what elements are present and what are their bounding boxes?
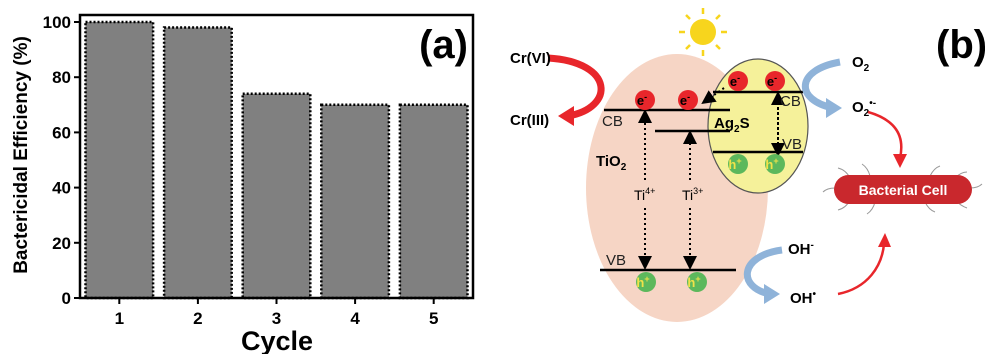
bar-cycle-5 <box>398 103 469 300</box>
bar-cycle-2 <box>162 26 233 300</box>
svg-text:h+: h+ <box>687 274 700 290</box>
x-tick-label: 3 <box>272 309 281 328</box>
o2-label: O2 <box>852 54 870 74</box>
o2-reduction-arrow <box>801 58 841 112</box>
cr-reduction-arrowhead <box>558 106 574 126</box>
y-axis-ticks: 0 20 40 60 80 100 <box>43 13 80 308</box>
superoxide-label: O2•- <box>852 98 876 119</box>
superoxide-attack-arrow <box>867 110 903 159</box>
ag2s-label: Ag2S <box>714 115 750 135</box>
svg-text:e-: e- <box>730 73 740 89</box>
svg-text:Bacterial Cell: Bacterial Cell <box>859 182 948 198</box>
panel-label-a: (a) <box>419 23 468 67</box>
ti4-label: Ti4+ <box>634 186 655 203</box>
sun-icon <box>679 8 727 56</box>
photocatalysis-mechanism-diagram: e- e- e- e- h+ h+ h+ h+ CB VB CB VB TiO2… <box>510 8 985 322</box>
bars-group <box>84 20 469 300</box>
hole-icon: h+ <box>687 272 707 292</box>
cr-vi-label: Cr(VI) <box>510 50 551 67</box>
y-axis-label: Bactericidal Efficiency (%) <box>11 36 32 274</box>
hole-icon: h+ <box>765 154 785 174</box>
bar-cycle-1 <box>84 20 155 300</box>
y-tick-label: 100 <box>43 13 71 32</box>
bar-cycle-3 <box>241 92 312 300</box>
svg-text:e-: e- <box>767 73 777 89</box>
o2-reduction-arrowhead <box>826 98 842 118</box>
hole-icon: h+ <box>728 154 748 174</box>
cr-reduction-arrow <box>547 54 605 120</box>
superoxide-attack-arrowhead <box>893 154 907 168</box>
tio2-cb-label: CB <box>602 113 623 130</box>
y-tick-label: 80 <box>52 68 71 87</box>
panel-label-b: (b) <box>936 23 985 67</box>
oh-oxidation-arrowhead <box>764 284 780 304</box>
hydroxide-label: OH- <box>788 240 814 258</box>
bacterial-cell-icon: Bacterial Cell <box>822 163 983 215</box>
ti3-label: Ti3+ <box>682 186 703 203</box>
y-tick-label: 0 <box>62 289 71 308</box>
x-axis-ticks: 1 2 3 4 5 <box>115 298 438 328</box>
ag2s-cb-label: CB <box>780 93 801 110</box>
bar-cycle-4 <box>320 103 391 300</box>
hole-icon: h+ <box>636 272 656 292</box>
x-tick-label: 2 <box>193 309 202 328</box>
tio2-vb-label: VB <box>606 252 626 269</box>
electron-icon: e- <box>678 90 698 110</box>
y-tick-label: 60 <box>52 123 71 142</box>
bactericidal-efficiency-chart: 0 20 40 60 80 100 1 2 3 4 5 (a) Cycle Bactericida… <box>11 13 475 354</box>
electron-icon: e- <box>635 90 655 110</box>
x-tick-label: 1 <box>115 309 124 328</box>
y-tick-label: 20 <box>52 234 71 253</box>
ag2s-vb-label: VB <box>782 136 802 153</box>
hydroxyl-attack-arrow <box>837 243 886 296</box>
x-axis-label: Cycle <box>241 326 313 354</box>
electron-icon: e- <box>765 71 785 91</box>
svg-text:e-: e- <box>680 92 690 108</box>
oh-oxidation-arrow <box>743 246 783 298</box>
tio2-label: TiO2 <box>596 153 627 173</box>
y-tick-label: 40 <box>52 179 71 198</box>
plot-frame <box>78 13 475 300</box>
electron-icon: e- <box>728 71 748 91</box>
svg-text:h+: h+ <box>728 156 741 172</box>
svg-text:h+: h+ <box>765 156 778 172</box>
hydroxyl-attack-arrowhead <box>878 233 891 247</box>
svg-text:h+: h+ <box>636 274 649 290</box>
x-tick-label: 4 <box>350 309 360 328</box>
x-tick-label: 5 <box>429 309 438 328</box>
svg-text:e-: e- <box>637 92 647 108</box>
cr-iii-label: Cr(III) <box>510 112 549 129</box>
hydroxyl-radical-label: OH• <box>790 289 817 307</box>
electron-transfer-arrow <box>701 87 725 105</box>
